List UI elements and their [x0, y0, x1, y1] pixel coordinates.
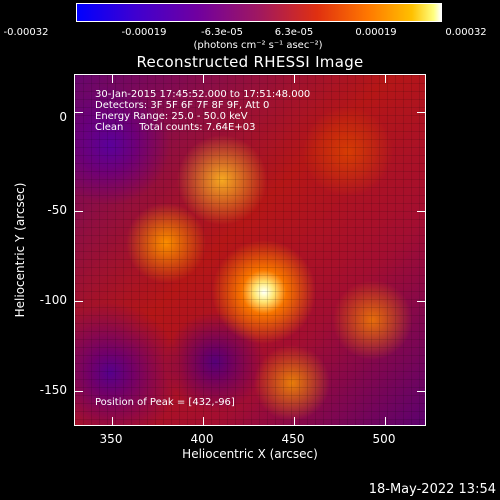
y-tick-label: -150: [39, 383, 67, 397]
x-tick-mark: [112, 75, 113, 83]
peak-position: Position of Peak = [432,-96]: [95, 397, 235, 408]
info-detectors: Detectors: 3F 5F 6F 7F 8F 9F, Att 0: [95, 100, 270, 111]
colorbar-tick: 6.3e-05: [274, 27, 314, 38]
plot-title: Reconstructed RHESSI Image: [136, 53, 364, 71]
x-tick-mark: [203, 417, 204, 425]
y-tick-label: -50: [47, 203, 67, 217]
x-tick-mark: [112, 417, 113, 425]
y-tick-mark: [417, 211, 425, 212]
x-tick-label: 450: [281, 432, 305, 446]
colorbar-tick: 0.00032: [445, 27, 487, 38]
info-time-range: 30-Jan-2015 17:45:52.000 to 17:51:48.000: [95, 89, 311, 100]
x-tick-label: 350: [99, 432, 123, 446]
y-tick-mark: [417, 301, 425, 302]
x-tick-mark: [385, 75, 386, 83]
x-axis-label: Heliocentric X (arcsec): [182, 447, 318, 461]
x-tick-mark: [385, 417, 386, 425]
colorbar-tick: 0.00019: [355, 27, 397, 38]
colorbar-units: (photons cm⁻² s⁻¹ asec⁻²): [193, 40, 323, 51]
image-pixel-grid: [75, 75, 425, 425]
x-tick-mark: [294, 417, 295, 425]
y-tick-mark: [417, 112, 425, 113]
x-tick-label: 500: [372, 432, 396, 446]
y-tick-label: 0: [59, 110, 67, 124]
x-tick-mark: [294, 75, 295, 83]
y-tick-mark: [75, 301, 83, 302]
y-axis-label: Heliocentric Y (arcsec): [13, 182, 27, 318]
colorbar-tick: -6.3e-05: [201, 27, 243, 38]
x-tick-label: 400: [190, 432, 214, 446]
image-heatmap: [75, 75, 425, 425]
colorbar: [76, 3, 442, 22]
y-tick-mark: [75, 112, 83, 113]
info-energy-range: Energy Range: 25.0 - 50.0 keV: [95, 111, 248, 122]
colorbar-tick: -0.00032: [3, 27, 49, 38]
colorbar-tick: -0.00019: [121, 27, 167, 38]
x-tick-mark: [203, 75, 204, 83]
y-tick-mark: [75, 391, 83, 392]
info-clean-counts: Clean Total counts: 7.64E+03: [95, 122, 256, 133]
rhessi-image: 30-Jan-2015 17:45:52.000 to 17:51:48.000…: [74, 74, 426, 426]
y-tick-label: -100: [39, 293, 67, 307]
y-tick-mark: [75, 211, 83, 212]
y-tick-mark: [417, 391, 425, 392]
plot-timestamp: 18-May-2022 13:54: [368, 482, 496, 497]
